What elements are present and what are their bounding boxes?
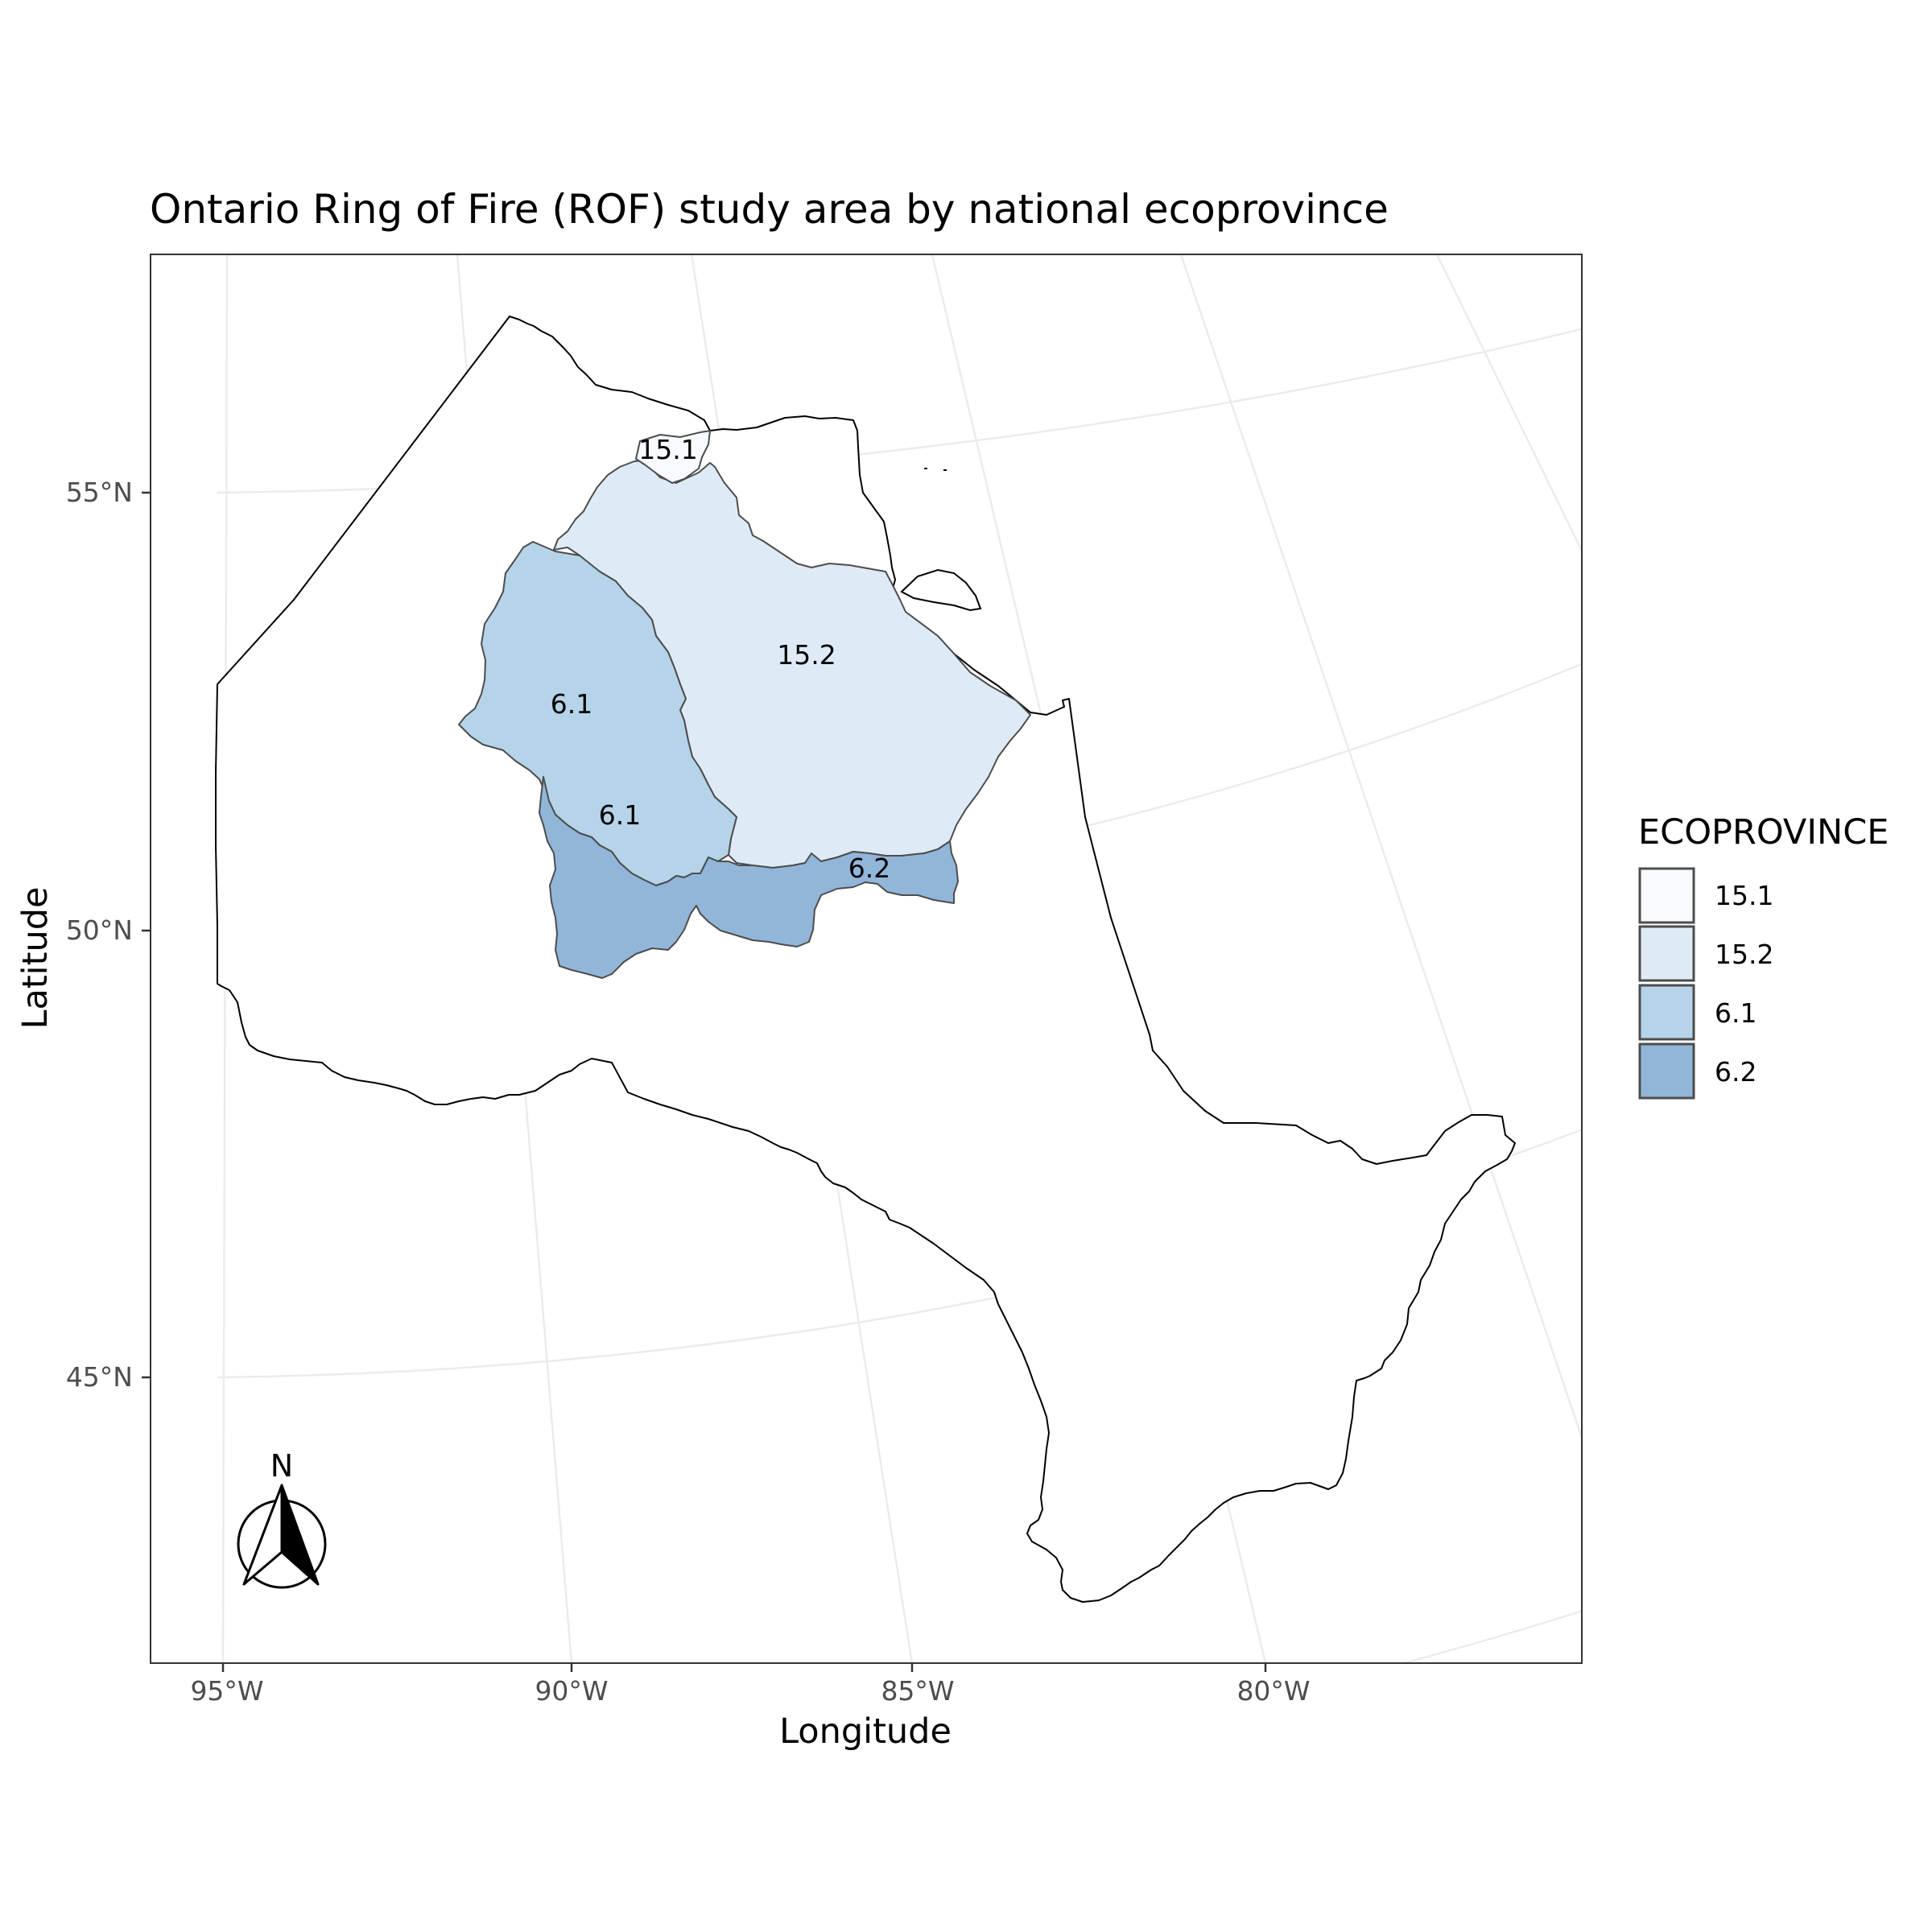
legend-key-6-1 bbox=[1638, 984, 1695, 1041]
ecoprovince-regions bbox=[458, 430, 1031, 979]
north-arrow-left-half bbox=[242, 1484, 283, 1586]
ontario-outline bbox=[215, 316, 1516, 1603]
legend-label-15-1: 15.1 bbox=[1715, 880, 1773, 911]
meridian-75w bbox=[1179, 254, 1582, 1441]
region-label-15-2: 15.2 bbox=[777, 639, 836, 671]
legend: ECOPROVINCE 15.1 15.2 6.1 6.2 bbox=[1638, 812, 1889, 1100]
region-labels: 15.1 15.2 6.1 6.1 6.2 bbox=[551, 434, 890, 884]
x-tick-label-90w: 90°W bbox=[535, 1675, 608, 1707]
meridian-70w bbox=[1435, 254, 1582, 554]
legend-label-6-2: 6.2 bbox=[1715, 1056, 1757, 1088]
y-tick-label-45n: 45°N bbox=[66, 1361, 133, 1393]
x-tick-label-95w: 95°W bbox=[190, 1675, 263, 1707]
y-tick-label-50n: 50°N bbox=[66, 914, 133, 946]
small-island bbox=[924, 468, 947, 471]
region-6-2 bbox=[539, 776, 959, 979]
akimiski-island bbox=[900, 568, 982, 612]
y-tick-label-55n: 55°N bbox=[66, 477, 133, 508]
region-label-6-1-north: 6.1 bbox=[551, 688, 592, 720]
north-arrow: N bbox=[237, 1448, 327, 1589]
legend-key-15-2 bbox=[1638, 925, 1695, 982]
region-label-6-1-south: 6.1 bbox=[599, 799, 641, 831]
x-tick-label-85w: 85°W bbox=[881, 1675, 954, 1707]
north-arrow-right-half bbox=[280, 1484, 320, 1586]
legend-label-6-1: 6.1 bbox=[1715, 997, 1757, 1029]
y-axis: 55°N 50°N 45°N bbox=[66, 477, 151, 1393]
legend-key-6-2 bbox=[1638, 1042, 1695, 1100]
legend-label-15-2: 15.2 bbox=[1715, 939, 1773, 970]
north-arrow-label: N bbox=[270, 1448, 293, 1484]
parallel-40n bbox=[1399, 1609, 1582, 1663]
plot-title: Ontario Ring of Fire (ROF) study area by… bbox=[150, 186, 1389, 233]
panel-border bbox=[150, 254, 1583, 1664]
region-15-1 bbox=[635, 430, 711, 484]
region-label-6-2: 6.2 bbox=[848, 852, 890, 884]
legend-title: ECOPROVINCE bbox=[1638, 812, 1889, 852]
region-label-15-1: 15.1 bbox=[638, 434, 697, 465]
x-tick-label-80w: 80°W bbox=[1236, 1675, 1310, 1707]
y-axis-title: Latitude bbox=[15, 887, 56, 1030]
x-axis: 95°W 90°W 85°W 80°W bbox=[190, 1663, 1311, 1707]
legend-key-15-1 bbox=[1638, 867, 1695, 924]
x-axis-title: Longitude bbox=[779, 1711, 952, 1752]
